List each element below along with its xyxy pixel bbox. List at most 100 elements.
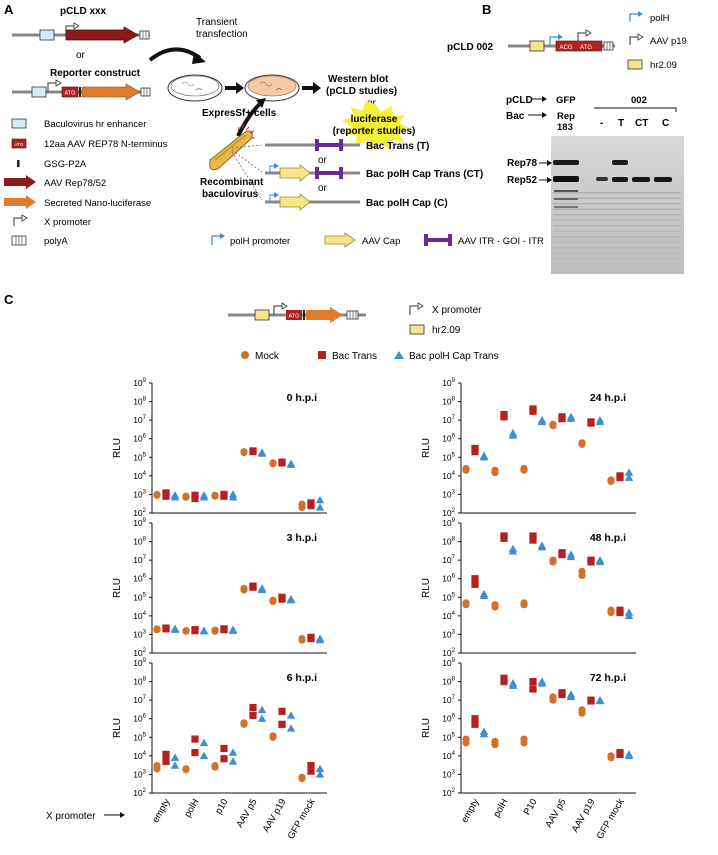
point-bac-ct — [624, 468, 634, 476]
point-mock — [607, 754, 615, 762]
y-tick-label: 102 — [133, 788, 146, 798]
chart-title: 3 h.p.i — [287, 532, 317, 544]
legend-hr209: hr2.09 — [650, 60, 677, 71]
panel-b-legend: polH AAV p19 hr2.09 — [627, 11, 687, 71]
reporter-label-1: luciferase — [351, 114, 398, 125]
point-bac-ct — [624, 611, 634, 620]
y-tick-label: 102 — [133, 648, 146, 658]
y-tick-label: 105 — [133, 592, 146, 602]
y-tick-label: 107 — [133, 415, 146, 425]
point-bac-trans — [191, 627, 199, 635]
legend-item-2: GSG-P2A — [44, 159, 87, 170]
x-tick-label: AAV p5 — [543, 797, 568, 830]
y-tick-label: 106 — [133, 434, 146, 444]
group-002-label: 002 — [631, 95, 647, 106]
y-tick-label: 105 — [442, 732, 455, 742]
panel-c-legend-hr: hr2.09 — [432, 325, 461, 336]
point-bac-trans — [249, 448, 257, 456]
pcld002-construct: ACG ATG — [508, 29, 615, 52]
legend-cap-label: AAV Cap — [362, 236, 400, 247]
blot-band — [553, 252, 681, 254]
point-bac-trans — [278, 595, 286, 603]
panel-a: A pCLD xxx or Reporter construct ATG — [4, 2, 544, 248]
western-blot-image — [551, 136, 684, 274]
rep78-label: Rep78 — [507, 158, 537, 169]
gfp-label: GFP — [556, 95, 576, 106]
y-tick-label: 109 — [442, 378, 455, 388]
scatter-charts: 102 103 104 105 106 107 108 109 RLU 0 h.p.i 102 103… — [112, 378, 636, 841]
bac-ct-construct — [265, 163, 360, 182]
legend-bac-trans-marker — [318, 351, 326, 359]
chart-title: 48 h.p.i — [590, 532, 626, 544]
blot-band — [553, 241, 681, 243]
cap-icon — [324, 232, 356, 248]
point-mock — [211, 763, 219, 771]
recombinant-label-2: baculovirus — [202, 189, 259, 200]
point-bac-trans — [220, 744, 228, 753]
legend-bac-ct: Bac polH Cap Trans — [409, 351, 499, 362]
point-bac-trans — [307, 502, 315, 510]
point-mock — [578, 571, 586, 580]
scatter-chart-3: 102 103 104 105 106 107 108 109 RLU 48 h.p.i — [421, 518, 636, 658]
point-mock — [240, 448, 248, 457]
point-bac-ct — [199, 751, 209, 760]
x-tick-label: P10 — [522, 797, 540, 817]
point-mock — [298, 636, 306, 644]
point-mock — [298, 503, 306, 512]
point-mock — [182, 627, 190, 635]
point-mock — [153, 765, 161, 773]
point-bac-ct — [170, 625, 180, 633]
point-bac-trans — [587, 558, 595, 566]
point-bac-trans — [249, 703, 257, 712]
construct-pcld-xxx — [12, 22, 150, 44]
y-tick-label: 103 — [442, 769, 455, 779]
y-axis-label: RLU — [421, 718, 432, 738]
panel-c-label: C — [4, 292, 14, 307]
y-tick-label: 109 — [133, 658, 146, 668]
point-mock — [182, 493, 190, 501]
or-text-2: or — [318, 155, 328, 166]
legend-itr-label: AAV ITR - GOI - ITR — [458, 236, 544, 247]
point-bac-ct — [199, 626, 209, 635]
point-bac-ct — [228, 757, 238, 765]
point-bac-trans — [162, 757, 170, 766]
y-tick-label: 104 — [442, 751, 455, 761]
y-axis-label: RLU — [421, 578, 432, 598]
point-bac-trans — [471, 448, 479, 456]
y-tick-label: 108 — [442, 397, 455, 407]
point-bac-trans — [471, 580, 479, 588]
point-bac-trans — [587, 697, 595, 705]
y-tick-label: 107 — [442, 695, 455, 705]
point-bac-trans — [500, 534, 508, 542]
rep-label-1: Rep — [557, 111, 575, 122]
x-tick-label: AAV p5 — [234, 797, 259, 830]
x-tick-label: AAV p19 — [570, 797, 598, 834]
legend-polh: polH — [650, 13, 670, 24]
point-bac-ct — [566, 552, 576, 561]
western-label-2: (pCLD studies) — [326, 86, 397, 97]
y-tick-label: 109 — [442, 518, 455, 528]
point-bac-trans — [616, 474, 624, 482]
y-tick-label: 104 — [442, 471, 455, 481]
y-tick-label: 108 — [442, 677, 455, 687]
atg-label: ATG — [65, 91, 76, 97]
legend-mock-marker — [241, 351, 249, 359]
point-mock — [491, 741, 499, 749]
y-axis-label: RLU — [112, 578, 123, 598]
y-tick-label: 109 — [133, 378, 146, 388]
legend-bac-ct-marker — [394, 351, 404, 359]
scatter-legend: Mock Bac Trans Bac polH Cap Trans — [241, 351, 499, 362]
point-mock — [153, 626, 161, 634]
chart-title: 0 h.p.i — [287, 392, 317, 404]
y-tick-label: 106 — [442, 434, 455, 444]
point-bac-trans — [500, 413, 508, 421]
point-bac-ct — [508, 681, 518, 689]
lane-label-0: - — [600, 118, 603, 129]
point-bac-ct — [257, 585, 267, 594]
rep78-52-arrow — [65, 26, 139, 44]
point-mock — [549, 422, 557, 430]
point-bac-ct — [170, 493, 180, 501]
point-bac-ct — [479, 729, 489, 738]
point-bac-trans — [191, 748, 199, 757]
y-tick-label: 105 — [133, 732, 146, 742]
